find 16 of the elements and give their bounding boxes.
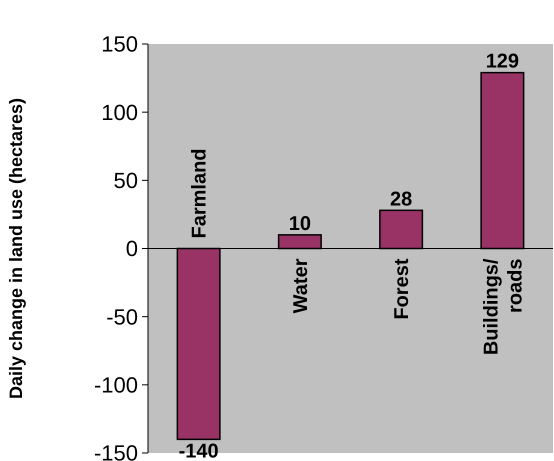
y-axis-title: Daily change in land use (hectares): [6, 98, 26, 400]
y-tick-label: -150: [94, 440, 138, 461]
data-label: -140: [178, 440, 219, 461]
y-tick-label: 0: [126, 236, 138, 262]
x-tick-label: Forest: [391, 258, 414, 320]
y-tick-label: -100: [94, 372, 138, 398]
data-label: 28: [390, 188, 412, 210]
x-tick-label: Farmland: [188, 148, 211, 238]
x-tick-label: Water: [290, 258, 312, 314]
y-tick-label: 150: [101, 32, 138, 57]
data-label: 10: [288, 212, 311, 235]
y-tick-label: -50: [106, 304, 138, 330]
x-tick-label: Buildings/ roads: [480, 258, 526, 356]
data-label: 129: [486, 50, 520, 73]
y-tick-label: 50: [114, 168, 138, 194]
y-tick-label: 100: [101, 100, 138, 125]
